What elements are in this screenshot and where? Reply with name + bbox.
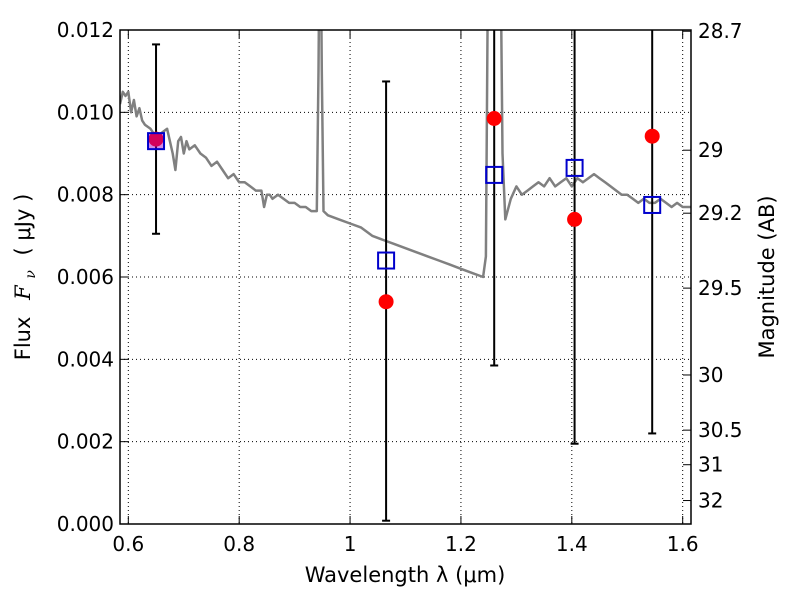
magnitude-tick-label-2: 29.2 [698,201,743,225]
x-tick-label-3: 1.2 [445,532,477,556]
magnitude-tick-label-5: 30.5 [698,418,743,442]
magnitude-tick-label-4: 30 [698,363,723,387]
y-tick-label-0: 0.000 [57,512,114,536]
model-point-4 [643,195,662,214]
observed-point-2 [486,111,502,127]
x-tick-label-1: 0.8 [223,532,255,556]
x-tick-label-0: 0.6 [112,532,144,556]
spectrum-line [120,30,691,279]
y-tick-label-4: 0.008 [57,183,114,207]
x-tick-label-5: 1.6 [667,532,699,556]
observed-point-1 [378,294,394,310]
magnitude-tick-label-6: 31 [698,453,723,477]
y-tick-label-6: 0.012 [57,18,114,42]
errorbar-2 [490,30,499,367]
y-axis-label-left: Flux F ν ( μJy ) [11,194,40,361]
plot-data [120,30,691,522]
model-point-0 [147,132,166,151]
y-tick-label-2: 0.004 [57,347,114,371]
y-tick-label-1: 0.002 [57,430,114,454]
y-label-symbol: F [11,284,35,301]
magnitude-tick-label-3: 29.5 [698,276,743,300]
observed-point-4 [644,128,660,144]
magnitude-tick-label-0: 28.7 [698,19,743,43]
axis-ticks: 0.6 0.8 1 1.2 1.4 1.6 0.000 0.002 0.004 0.006 0.00… [57,18,743,556]
y-label-flux: Flux [11,317,35,361]
magnitude-tick-label-1: 29 [698,138,723,162]
observed-point-3 [567,211,583,227]
model-point-3 [565,158,584,177]
x-tick-label-2: 1 [344,532,357,556]
y-label-unit: ( μJy ) [11,194,35,256]
magnitude-tick-label-7: 32 [698,489,723,513]
x-tick-label-4: 1.4 [556,532,588,556]
model-point-2 [485,165,504,184]
y-tick-label-5: 0.010 [57,100,114,124]
errorbar-4 [648,30,657,435]
y-tick-label-3: 0.006 [57,265,114,289]
x-axis-label: Wavelength λ (μm) [305,563,506,587]
y-label-subscript: ν [23,270,39,279]
model-point-1 [377,251,396,270]
y-axis-label-right: Magnitude (AB) [755,195,779,358]
